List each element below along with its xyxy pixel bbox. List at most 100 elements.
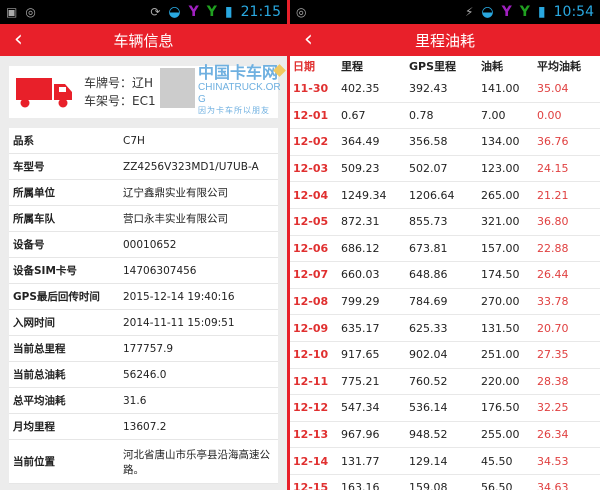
table-row[interactable]: 12-10 917.65 902.04 251.00 27.35 [290,342,600,369]
cell-mileage: 799.29 [341,295,380,309]
info-label: 月均里程 [13,421,55,433]
cell-avg-fuel: 21.21 [537,188,569,202]
vehicle-summary-card: 车牌号：辽H 车架号：EC1 [9,66,278,118]
cell-avg-fuel: 32.25 [537,401,569,415]
info-value: 177757.9 [123,342,174,355]
cell-mileage: 509.23 [341,162,380,176]
info-value: 2015-12-14 19:40:16 [123,290,235,303]
table-row[interactable]: 12-14 131.77 129.14 45.50 34.53 [290,448,600,475]
cell-date: 11-30 [293,82,329,96]
page-title: 车辆信息 [113,31,174,50]
table-row[interactable]: 12-12 547.34 536.14 176.50 32.25 [290,395,600,422]
table-row[interactable]: 12-08 799.29 784.69 270.00 33.78 [290,289,600,316]
cell-fuel: 174.50 [481,268,520,282]
info-value: 14706307456 [123,264,197,277]
status-bar: ▣ ◎ ⟳ ◒ Y Y ▮ 21:15 [0,0,287,24]
info-label: 所属单位 [13,187,55,199]
info-label: 入网时间 [13,317,55,329]
info-value: 2014-11-11 15:09:51 [123,316,235,329]
app-bar: ‹ 车辆信息 [0,24,287,56]
cell-mileage: 775.21 [341,374,380,388]
cell-gps-mileage: 648.86 [409,268,448,282]
table-row[interactable]: 12-07 660.03 648.86 174.50 26.44 [290,262,600,289]
cell-fuel: 141.00 [481,82,520,96]
info-value: 营口永丰实业有限公司 [123,213,228,225]
table-row[interactable]: 12-03 509.23 502.07 123.00 24.15 [290,156,600,183]
info-label: GPS最后回传时间 [13,291,100,303]
frame-number: 车架号：EC1 [84,94,156,108]
info-value: 31.6 [123,394,147,407]
table-row[interactable]: 12-01 0.67 0.78 7.00 0.00 [290,103,600,130]
cell-avg-fuel: 0.00 [537,108,562,122]
header-avg-fuel: 平均油耗 [537,60,581,73]
info-row: 车型号 ZZ4256V323MD1/U7UB-A [9,154,278,180]
clock: 10:54 [553,4,594,20]
info-value: 00010652 [123,238,177,251]
table-row[interactable]: 12-13 967.96 948.52 255.00 26.34 [290,422,600,449]
cell-avg-fuel: 36.76 [537,135,569,149]
table-row[interactable]: 12-02 364.49 356.58 134.00 36.76 [290,129,600,156]
wifi-icon: ◒ [168,4,181,20]
sync-icon: ◎ [25,5,36,19]
info-value: 河北省唐山市乐亭县沿海高速公路。 [123,448,270,476]
cell-gps-mileage: 502.07 [409,162,448,176]
redaction-blur [160,68,195,108]
cell-avg-fuel: 34.63 [537,481,569,490]
table-row[interactable]: 11-30 402.35 392.43 141.00 35.04 [290,76,600,103]
cell-date: 12-01 [293,108,329,122]
header-fuel: 油耗 [481,60,503,73]
table-row[interactable]: 12-06 686.12 673.81 157.00 22.88 [290,236,600,263]
table-row[interactable]: 12-05 872.31 855.73 321.00 36.80 [290,209,600,236]
back-button[interactable]: ‹ [14,27,23,52]
signal-icon: Y [206,4,217,20]
table-row[interactable]: 12-15 163.16 159.08 56.50 34.63 [290,475,600,490]
mileage-table: 日期 里程 GPS里程 油耗 平均油耗 11-30 402.35 392.43 141… [290,56,600,490]
info-value: 13607.2 [123,420,167,433]
vehicle-info-screen: ▣ ◎ ⟳ ◒ Y Y ▮ 21:15 ‹ 车辆信息 车牌号：辽H 车架号：EC… [0,0,287,490]
back-button[interactable]: ‹ [304,27,313,52]
signal-icon: Y [519,4,530,20]
cell-fuel: 131.50 [481,321,520,335]
info-label: 设备号 [13,239,45,251]
cell-gps-mileage: 0.78 [409,108,434,122]
cell-date: 12-05 [293,215,329,229]
cell-date: 12-08 [293,295,329,309]
cell-fuel: 157.00 [481,241,520,255]
cell-avg-fuel: 22.88 [537,241,569,255]
cell-date: 12-07 [293,268,329,282]
table-row[interactable]: 12-04 1249.34 1206.64 265.00 21.21 [290,182,600,209]
vehicle-info-list: 品系 C7H 车型号 ZZ4256V323MD1/U7UB-A 所属单位 辽宁鑫鼎实业有限… [9,128,278,484]
info-value: 56246.0 [123,368,167,381]
gps-off-icon: ⚡ [464,5,474,19]
info-row: 所属单位 辽宁鑫鼎实业有限公司 [9,180,278,206]
cell-date: 12-10 [293,348,329,362]
header-date: 日期 [293,60,315,73]
cell-mileage: 1249.34 [341,188,387,202]
cell-date: 12-02 [293,135,329,149]
cell-fuel: 255.00 [481,428,520,442]
info-value: 辽宁鑫鼎实业有限公司 [123,187,228,199]
battery-icon: ▮ [224,4,233,20]
table-row[interactable]: 12-11 775.21 760.52 220.00 28.38 [290,369,600,396]
cell-gps-mileage: 1206.64 [409,188,455,202]
cell-avg-fuel: 27.35 [537,348,569,362]
cell-gps-mileage: 902.04 [409,348,448,362]
info-label: 车型号 [13,161,45,173]
cell-date: 12-13 [293,428,329,442]
cell-fuel: 321.00 [481,215,520,229]
cell-gps-mileage: 129.14 [409,454,448,468]
cell-date: 12-11 [293,374,329,388]
cell-mileage: 917.65 [341,348,380,362]
table-row[interactable]: 12-09 635.17 625.33 131.50 20.70 [290,315,600,342]
info-label: 当前总里程 [13,343,66,355]
info-row: 所属车队 营口永丰实业有限公司 [9,206,278,232]
cell-mileage: 686.12 [341,241,380,255]
mileage-fuel-screen: ◎ ⚡ ◒ Y Y ▮ 10:54 ‹ 里程油耗 日期 里程 GPS里程 油耗 … [290,0,600,490]
cell-date: 12-04 [293,188,329,202]
cell-gps-mileage: 356.58 [409,135,448,149]
info-value: C7H [123,134,145,147]
info-row: 品系 C7H [9,128,278,154]
cell-date: 12-03 [293,162,329,176]
divider [287,0,290,490]
cell-fuel: 176.50 [481,401,520,415]
